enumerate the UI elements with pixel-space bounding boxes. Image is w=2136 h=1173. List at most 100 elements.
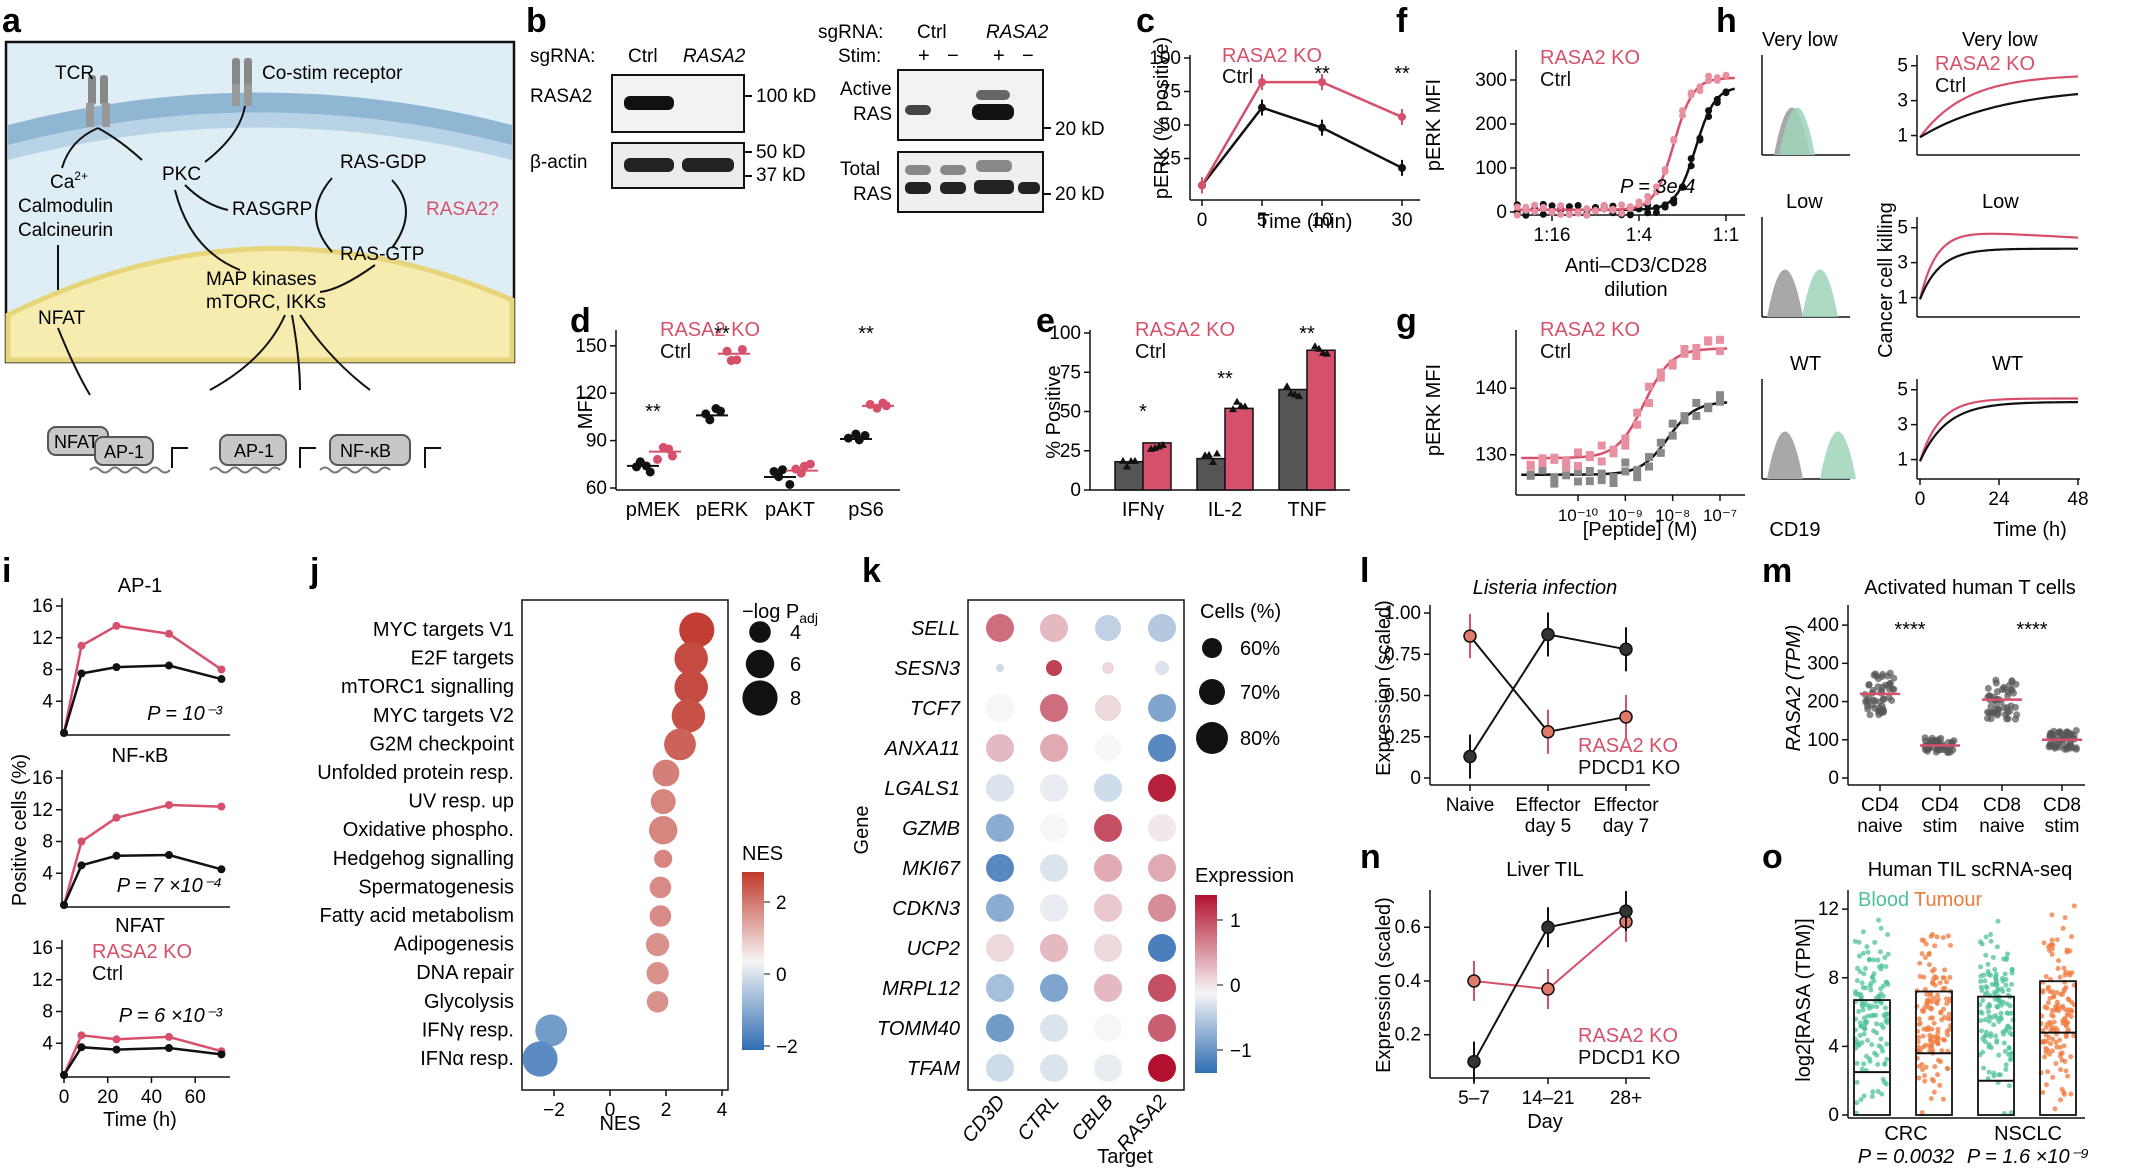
label-pkc: PKC: [162, 164, 201, 185]
j-x-3-tick-label: 4: [717, 1100, 728, 1121]
o-point: [1878, 1045, 1884, 1051]
f-point: [1565, 203, 1573, 211]
o-point: [1870, 975, 1876, 981]
e-point: [1283, 382, 1291, 390]
f-ylabel: pERK MFI: [1423, 79, 1445, 171]
o-point: [2049, 937, 2055, 943]
o-point: [1883, 964, 1889, 970]
o-point: [1864, 944, 1870, 950]
o-point: [2045, 1069, 2051, 1075]
o-point: [2008, 1055, 2014, 1061]
c-ylabel: pERK (% positive): [1151, 37, 1173, 199]
o-point: [1977, 939, 1983, 945]
n-x-1-tick-label: 14–21: [1522, 1088, 1575, 1109]
d-point: [774, 472, 784, 482]
o-point: [1984, 990, 1990, 996]
label-ras-gtp: RAS-GTP: [340, 244, 424, 265]
o-point: [1882, 1061, 1888, 1067]
i-y-0-16-tick-label: 16: [32, 596, 53, 617]
o-point: [1858, 1097, 1864, 1103]
d-point: [705, 415, 715, 425]
k-dot: [1148, 734, 1176, 762]
m-point: [2048, 742, 2056, 750]
m-x-sub: naive: [1857, 816, 1902, 837]
o-point: [1928, 933, 1934, 939]
l-y-0-tick-label: 0: [1410, 768, 1421, 789]
g-point: [1645, 399, 1653, 408]
o-point: [1854, 1100, 1860, 1106]
o-point: [1997, 1000, 2003, 1006]
panel-a: a TCR Co-stim receptor Ca2+ Calmodulin C…: [2, 2, 516, 474]
f-legend-ctrl: Ctrl: [1540, 69, 1571, 91]
g-point: [1526, 460, 1535, 469]
g-point: [1621, 441, 1630, 450]
i-point: [164, 850, 173, 859]
d-y-90-tick-label: 90: [586, 431, 607, 452]
h-legend-ko: RASA2 KO: [1935, 53, 2035, 75]
e-cat-label: TNF: [1288, 499, 1327, 521]
f-point: [1696, 87, 1704, 95]
i-series-NFAT-RASA2-KO: [62, 1033, 222, 1076]
g-x-1-tick-label: 10⁻⁹: [1608, 506, 1643, 525]
panel-label-f: f: [1396, 2, 1408, 40]
o-point: [1870, 1089, 1876, 1095]
o-point: [2057, 1037, 2063, 1043]
o-point: [2001, 1040, 2007, 1046]
i-point: [164, 661, 173, 670]
o-point: [1935, 1030, 1941, 1036]
k-dot: [1148, 614, 1176, 642]
o-point: [2043, 974, 2049, 980]
o-point: [2048, 1041, 2054, 1047]
h-kill-curve-ctrl: [1918, 247, 2079, 300]
o-point: [1992, 967, 1998, 973]
i-y-2-12-tick-label: 12: [32, 970, 53, 991]
c-point: [1398, 163, 1406, 172]
m-point: [1984, 684, 1992, 692]
o-point: [2040, 1039, 2046, 1045]
g-point: [1645, 462, 1653, 471]
label-costim: Co-stim receptor: [262, 63, 403, 84]
band-actin-rasa2: [682, 158, 734, 172]
j-pathway-label: mTORC1 signalling: [341, 676, 514, 698]
o-point: [2049, 1025, 2055, 1031]
o-point: [2049, 1007, 2055, 1013]
g-point: [1526, 471, 1535, 480]
o-point: [1929, 1005, 1935, 1011]
h-hist-ctrl: [1767, 431, 1803, 479]
i-y-1-8-tick-label: 8: [42, 832, 53, 853]
o-point: [1931, 995, 1937, 1001]
tf-ap1-box-a: [94, 436, 154, 466]
j-pathway-label: Glycolysis: [424, 991, 514, 1013]
e-y-100-tick-label: 100: [1049, 323, 1081, 344]
d-star: **: [645, 401, 661, 423]
o-point: [1982, 978, 1988, 984]
o-point: [1869, 1093, 1875, 1099]
m-point: [1993, 688, 2001, 696]
o-point: [1979, 1028, 1985, 1034]
f-point: [1722, 71, 1730, 79]
l-legend-pd: PDCD1 KO: [1578, 757, 1680, 779]
g-x-0-tick-label: 10⁻¹⁰: [1558, 506, 1599, 525]
f-xlabel-1: Anti–CD3/CD28: [1565, 255, 1707, 277]
h-y-1-5-tick-label: 5: [1897, 218, 1908, 239]
o-point: [2049, 1048, 2055, 1054]
o-point: [1856, 1008, 1862, 1014]
blot-row-rasa2: RASA2: [530, 86, 592, 107]
j-dot: [522, 1041, 558, 1077]
j-pathway-label: MYC targets V1: [373, 619, 514, 641]
i-xlabel: Time (h): [103, 1109, 177, 1131]
k-target-label: CBLB: [1067, 1091, 1117, 1145]
i-y-2-8-tick-label: 8: [42, 1002, 53, 1023]
o-point: [1944, 996, 1950, 1002]
o-point: [1939, 1048, 1945, 1054]
o-point: [2045, 1000, 2051, 1006]
k-dot: [1040, 894, 1068, 922]
f-point: [1696, 136, 1704, 144]
o-point: [1994, 1039, 2000, 1045]
g-x-2-tick-label: 10⁻⁸: [1655, 506, 1690, 525]
g-point: [1597, 457, 1606, 466]
m-point: [1880, 695, 1888, 703]
m-point: [1874, 683, 1882, 691]
o-point: [1876, 917, 1882, 923]
c-point: [1258, 103, 1266, 112]
